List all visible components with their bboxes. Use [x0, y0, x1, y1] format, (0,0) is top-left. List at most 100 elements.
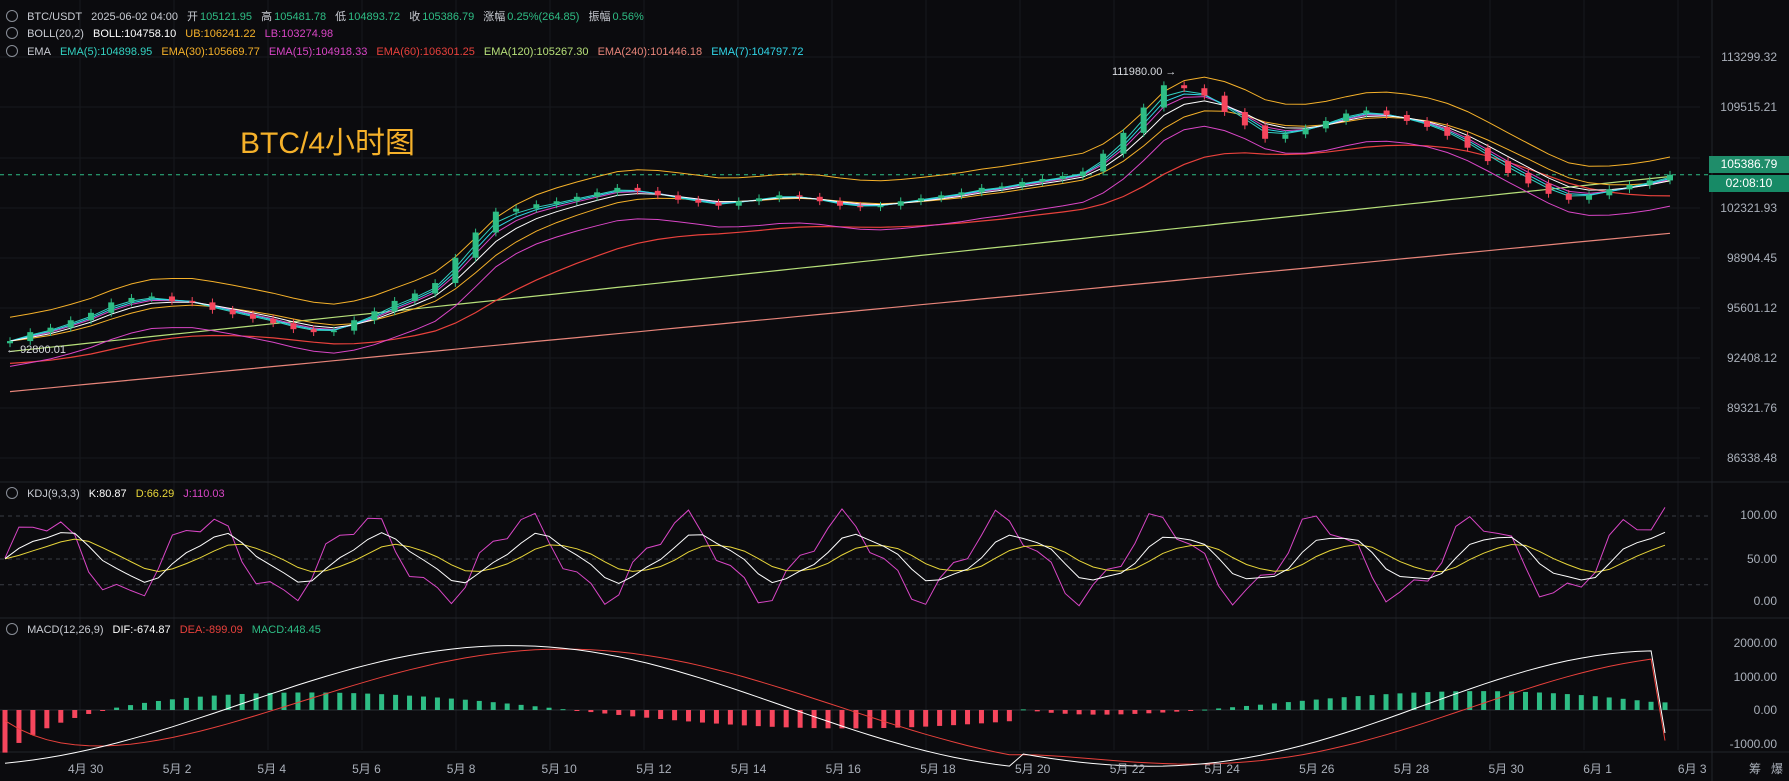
candle-body	[1160, 85, 1167, 108]
close-value: 105386.79	[422, 11, 475, 23]
candle-body	[897, 201, 904, 206]
macd-bar	[1048, 710, 1054, 713]
candle-body	[1140, 107, 1147, 133]
macd-bar	[323, 692, 329, 710]
macd-bar	[1620, 698, 1626, 710]
x-tick: 6月 3	[1677, 762, 1707, 776]
collapse-icon[interactable]	[6, 10, 18, 22]
macd-bar	[1592, 696, 1598, 710]
candle-body	[270, 318, 277, 324]
macd-bar	[839, 710, 845, 729]
candle-body	[715, 202, 722, 206]
price-tick: 86338.48	[1726, 451, 1777, 465]
macd-legend: MACD(12,26,9) DIF:-674.87 DEA:-899.09 MA…	[6, 623, 327, 636]
macd-bar	[1230, 707, 1236, 710]
macd-dea: DEA:-899.09	[179, 624, 243, 636]
candle-body	[796, 195, 803, 197]
candle-body	[776, 195, 783, 199]
close-label: 收	[409, 11, 421, 23]
x-tick: 5月 20	[1015, 762, 1051, 776]
macd-bar	[1341, 697, 1347, 710]
macd-bar	[867, 710, 873, 729]
macd-bar	[1606, 697, 1612, 710]
price-tick: 95601.12	[1726, 301, 1777, 315]
candle-body	[573, 196, 580, 202]
macd-bar	[1662, 702, 1668, 710]
kdj-d-line	[4, 538, 1666, 573]
bell-icon[interactable]	[6, 623, 18, 635]
high-label: 高	[261, 11, 273, 23]
macd-bar	[1160, 710, 1166, 713]
macd-bar	[1188, 710, 1194, 711]
candle-body	[1282, 134, 1289, 139]
candle-body	[351, 320, 358, 331]
high-value: 105481.78	[274, 11, 327, 23]
macd-dea-line	[4, 648, 1666, 765]
macd-bar	[1355, 696, 1361, 710]
macd-bar	[225, 694, 231, 710]
candle-body	[513, 208, 520, 212]
macd-bar	[295, 692, 301, 710]
candle-body	[47, 327, 54, 333]
candle-body	[938, 195, 945, 199]
bell-icon[interactable]	[6, 487, 18, 499]
macd-bar	[755, 710, 761, 727]
candle-body	[594, 192, 601, 197]
macd-bar	[183, 697, 189, 710]
macd-bar	[1313, 699, 1319, 710]
high-annotation: 111980.00 →	[1112, 66, 1177, 78]
bell-icon[interactable]	[6, 45, 18, 57]
boll-lower-line	[9, 125, 1671, 367]
candle-body	[209, 302, 216, 310]
current-price-tag: 105386.79	[1709, 156, 1789, 173]
ema-name: EMA	[27, 46, 51, 58]
open-value: 105121.95	[200, 11, 253, 23]
candle-body	[128, 297, 135, 303]
candle-body	[1181, 85, 1188, 89]
macd-bar	[211, 695, 217, 710]
macd-bar	[630, 710, 636, 717]
macd-bar	[658, 710, 664, 719]
candle-body	[614, 187, 621, 193]
candle-body	[1424, 120, 1431, 127]
candle-body	[1626, 184, 1633, 190]
macd-bar	[1495, 691, 1501, 710]
ema5-value: EMA(5):104898.95	[59, 46, 153, 58]
candle-body	[1221, 95, 1228, 113]
macd-bar	[1257, 704, 1263, 710]
macd-bar	[1327, 698, 1333, 710]
macd-bar	[100, 710, 106, 711]
candle-body	[67, 320, 74, 328]
candle-body	[1322, 120, 1329, 129]
candle-body	[1403, 114, 1410, 121]
macd-bar	[1006, 710, 1012, 722]
macd-bar	[476, 700, 482, 710]
bell-icon[interactable]	[6, 27, 18, 39]
price-tick: 92408.12	[1726, 351, 1777, 365]
candle-body	[1039, 178, 1046, 182]
price-tick: 109515.21	[1720, 100, 1777, 114]
candle-body	[1302, 128, 1309, 135]
macd-bar	[1564, 694, 1570, 710]
x-tick: 5月 30	[1488, 762, 1524, 776]
ema7-value: EMA(7):104797.72	[711, 46, 804, 58]
macd-bar	[379, 694, 385, 710]
candle-body	[492, 211, 499, 233]
chips-button[interactable]: 筹	[1748, 762, 1761, 776]
macd-tick: 0.00	[1753, 703, 1777, 717]
macd-bar	[1104, 710, 1110, 715]
candle-body	[1262, 125, 1269, 139]
candle-body	[1484, 147, 1491, 162]
x-tick: 5月 12	[636, 762, 672, 776]
macd-bar	[881, 710, 887, 729]
macd-bar	[1411, 692, 1417, 710]
macd-bar	[434, 697, 440, 710]
candle-body	[958, 192, 965, 196]
macd-bar	[2, 710, 8, 753]
x-tick: 5月 18	[920, 762, 956, 776]
macd-bar	[169, 699, 175, 710]
liquidation-button[interactable]: 爆	[1770, 762, 1783, 776]
macd-bar	[365, 693, 371, 710]
high-annotation-value: 111980.00	[1112, 66, 1163, 78]
